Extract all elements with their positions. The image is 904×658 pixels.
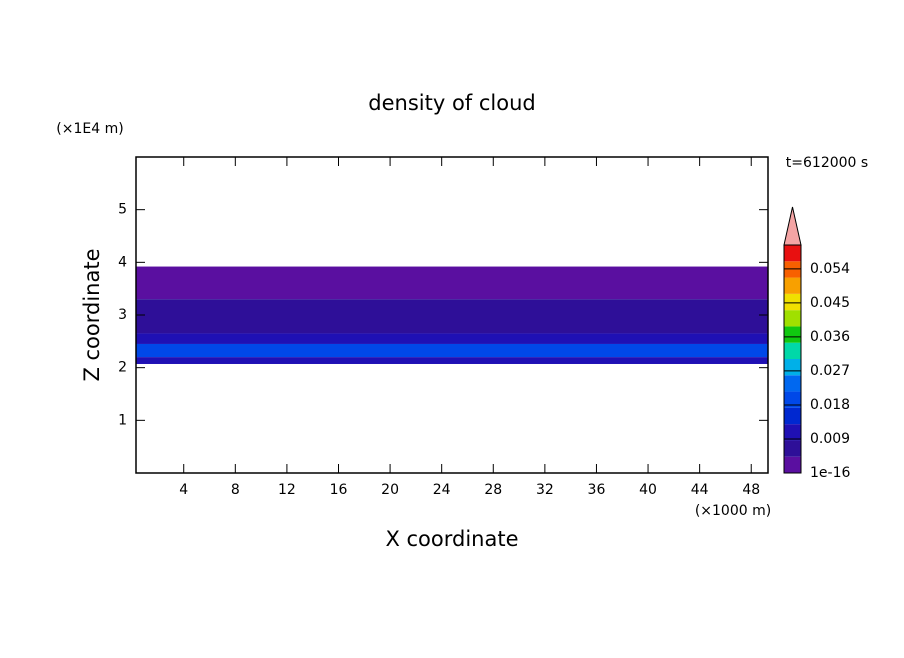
y-tick-label: 5 <box>118 202 127 218</box>
colorbar-extend <box>783 206 802 246</box>
colorbar-segment <box>784 424 801 441</box>
colorbar-tick-label: 0.036 <box>810 329 850 345</box>
x-axis-label: X coordinate <box>385 527 518 551</box>
colorbar-tick-label: 0.009 <box>810 431 850 447</box>
colorbar-tick-label: 0.054 <box>810 261 850 277</box>
x-tick-label: 36 <box>588 482 606 498</box>
x-tick-label: 44 <box>691 482 709 498</box>
y-tick-label: 3 <box>118 307 127 323</box>
colorbar-tick-label: 0.027 <box>810 363 850 379</box>
colorbar-segment <box>784 456 801 473</box>
colorbar-tick-label: 1e-16 <box>810 465 850 481</box>
colorbar-segment <box>784 326 801 343</box>
colorbar-segment <box>784 440 801 457</box>
contour-band <box>136 333 768 344</box>
y-tick-label: 1 <box>118 412 127 428</box>
colorbar-segment <box>784 375 801 392</box>
annotation: t=612000 s <box>786 155 868 171</box>
x-tick-label: 24 <box>433 482 451 498</box>
colorbar-segment <box>784 342 801 359</box>
colorbar-segment <box>784 310 801 327</box>
contour-band <box>136 266 768 300</box>
x-tick-label: 28 <box>484 482 502 498</box>
x-tick-label: 48 <box>742 482 760 498</box>
contour-band <box>136 299 768 334</box>
contour-band <box>136 357 768 364</box>
x-tick-label: 12 <box>278 482 296 498</box>
x-unit: (×1000 m) <box>695 503 771 519</box>
colorbar-segment <box>784 293 801 311</box>
colorbar-segment <box>784 277 801 294</box>
x-tick-label: 16 <box>330 482 348 498</box>
colorbar-segment <box>784 391 801 408</box>
x-tick-label: 40 <box>639 482 657 498</box>
x-tick-label: 20 <box>381 482 399 498</box>
y-unit: (×1E4 m) <box>56 121 123 137</box>
y-axis-label: Z coordinate <box>80 248 104 381</box>
colorbar-segment <box>784 245 801 262</box>
y-tick-label: 2 <box>118 360 127 376</box>
y-tick-label: 4 <box>118 254 127 270</box>
colorbar-tick-label: 0.018 <box>810 397 850 413</box>
colorbar-segment <box>784 261 801 278</box>
colorbar-segment <box>784 407 801 425</box>
colorbar-tick-label: 0.045 <box>810 295 850 311</box>
colorbar-segment <box>784 359 801 376</box>
x-tick-label: 8 <box>231 482 240 498</box>
contour-band <box>136 343 768 358</box>
x-tick-label: 32 <box>536 482 554 498</box>
x-tick-label: 4 <box>179 482 188 498</box>
chart-title: density of cloud <box>368 91 535 115</box>
